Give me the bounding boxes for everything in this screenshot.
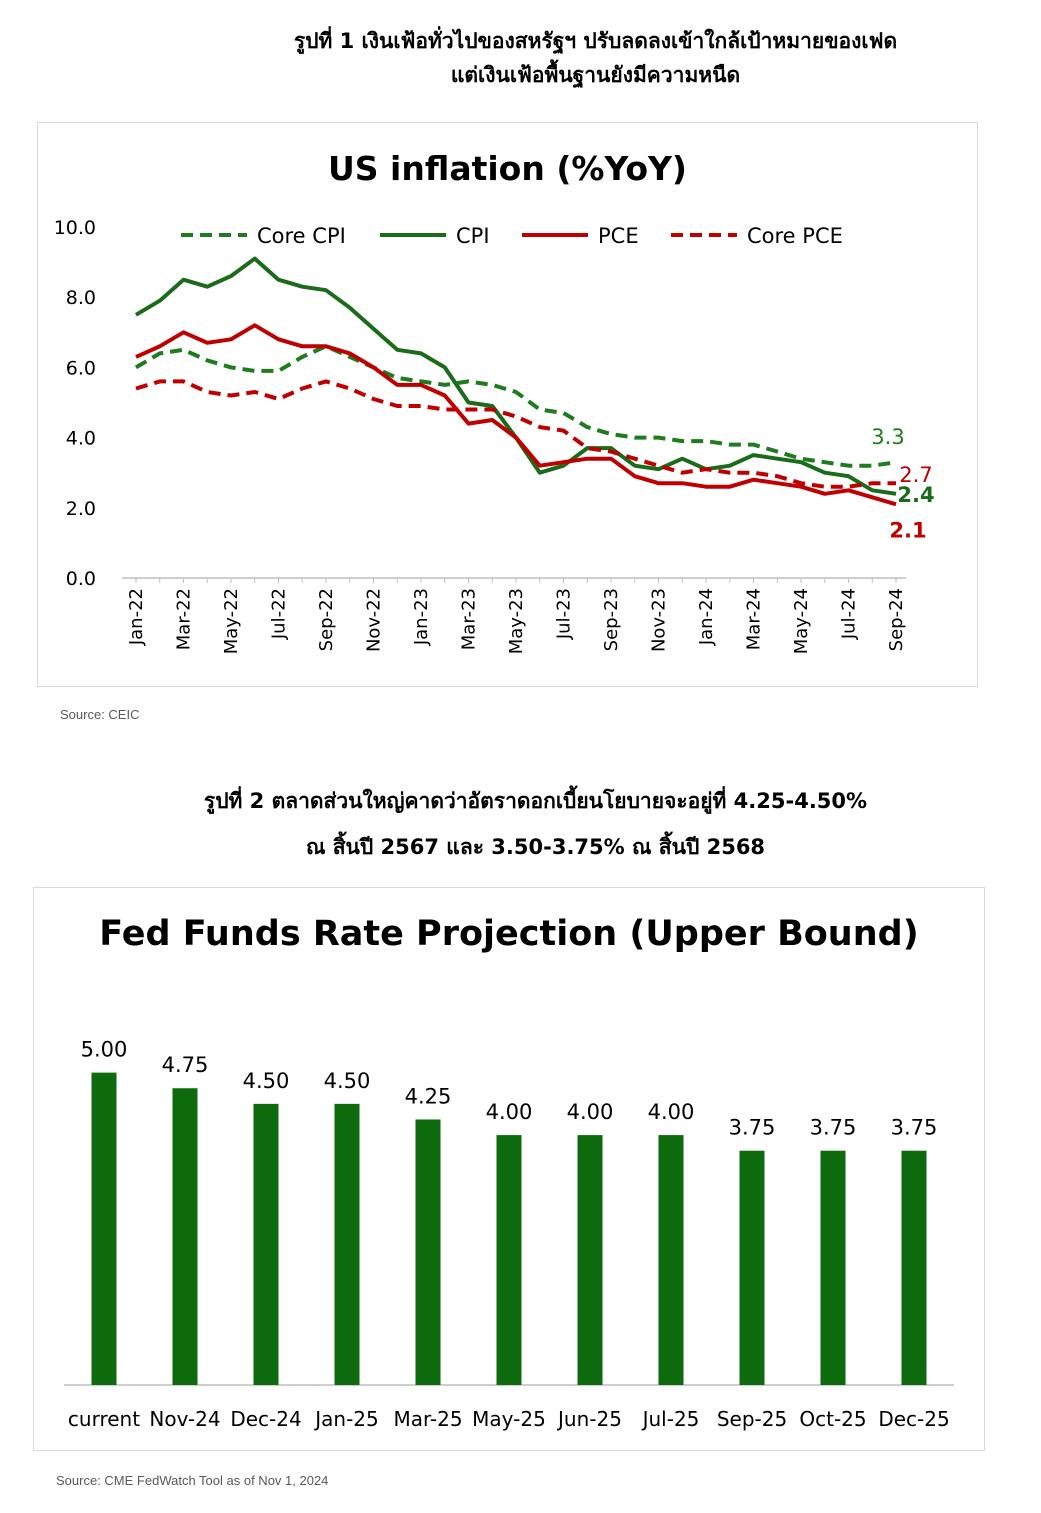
bar-dec-25 <box>901 1150 927 1385</box>
y-tick-label: 2.0 <box>66 498 96 520</box>
x-category-label: Jan-25 <box>313 1407 379 1431</box>
figure2-caption-line1: รูปที่ 2 ตลาดส่วนใหญ่คาดว่าอัตราดอกเบี้ย… <box>203 789 868 813</box>
figure2-caption-line2: ณ สิ้นปี 2567 และ 3.50-3.75% ณ สิ้นปี 25… <box>305 835 766 859</box>
bar-nov-24 <box>172 1088 198 1385</box>
bar-jan-25 <box>334 1103 360 1385</box>
fed-funds-chart-title: Fed Funds Rate Projection (Upper Bound) <box>99 914 919 954</box>
bar-dec-24 <box>253 1103 279 1385</box>
x-tick-label: Jul-23 <box>554 588 575 640</box>
figure1-caption: รูปที่ 1 เงินเฟ้อทั่วไปของสหรัฐฯ ปรับลดล… <box>0 24 1041 92</box>
bar-value-label: 3.75 <box>810 1116 857 1140</box>
y-tick-label: 10.0 <box>54 217 96 239</box>
end-label-core-pce: 2.7 <box>899 463 932 487</box>
x-category-label: Sep-25 <box>717 1407 787 1431</box>
fed-funds-bar-chart: 5.00 current 4.75 Nov-24 4.50 Dec-24 4.50 Jan-2… <box>64 1038 954 1431</box>
figure2-source: Source: CME FedWatch Tool as of Nov 1, 2… <box>56 1473 329 1488</box>
bar-may-25 <box>496 1135 522 1385</box>
x-tick-label: Nov-22 <box>364 588 385 652</box>
x-category-label: Nov-24 <box>149 1407 220 1431</box>
y-tick-label: 4.0 <box>66 428 96 450</box>
x-tick-label: May-24 <box>791 588 812 654</box>
legend-label: CPI <box>456 224 490 248</box>
figure1-caption-line2: แต่เงินเฟ้อพื้นฐานยังมีความหนืด <box>450 63 741 87</box>
figure2-caption: รูปที่ 2 ตลาดส่วนใหญ่คาดว่าอัตราดอกเบี้ย… <box>0 784 1041 864</box>
series-line-cpi <box>134 256 897 496</box>
x-tick-label: Jul-22 <box>269 588 290 640</box>
series-line-core-pce <box>135 379 896 489</box>
x-tick-label: Mar-24 <box>744 588 765 650</box>
end-label-cpi: 2.4 <box>897 483 934 507</box>
bar-value-label: 3.75 <box>891 1116 938 1140</box>
end-label-core-cpi: 3.3 <box>871 425 904 449</box>
bar-jun-25 <box>577 1135 603 1385</box>
bar-value-label: 4.50 <box>324 1069 371 1093</box>
bar-mar-25 <box>415 1119 441 1385</box>
legend-label: PCE <box>598 224 639 248</box>
bar-value-label: 4.00 <box>648 1100 695 1124</box>
bar-value-label: 4.50 <box>243 1069 290 1093</box>
y-tick-label: 0.0 <box>66 568 96 590</box>
bar-sep-25 <box>739 1150 765 1385</box>
x-tick-label: Jan-23 <box>411 588 432 646</box>
x-tick-label: May-22 <box>221 588 242 654</box>
bar-value-label: 4.25 <box>405 1084 452 1108</box>
x-category-label: current <box>68 1407 140 1431</box>
figure1-source: Source: CEIC <box>60 707 140 722</box>
x-tick-label: Sep-23 <box>601 588 622 651</box>
y-tick-label: 6.0 <box>66 357 96 379</box>
bar-oct-25 <box>820 1150 846 1385</box>
x-category-label: May-25 <box>472 1407 546 1431</box>
x-category-label: Oct-25 <box>799 1407 866 1431</box>
bar-current <box>91 1072 117 1385</box>
end-label-pce: 2.1 <box>889 518 926 542</box>
series-line-core-cpi <box>134 344 897 468</box>
inflation-line-chart: 0.0 2.0 4.0 6.0 8.0 10.0 Jan-22 Mar-22 May-22 Jul… <box>54 217 935 654</box>
bar-jul-25 <box>658 1135 684 1385</box>
x-tick-label: Mar-23 <box>459 588 480 650</box>
x-tick-label: Mar-22 <box>174 588 195 650</box>
x-tick-label: Jan-22 <box>126 588 147 646</box>
inflation-chart-title: US inflation (%YoY) <box>328 149 687 188</box>
x-category-label: Jul-25 <box>641 1407 700 1431</box>
figure1-caption-line1: รูปที่ 1 เงินเฟ้อทั่วไปของสหรัฐฯ ปรับลดล… <box>293 29 898 53</box>
legend-label: Core PCE <box>747 224 843 248</box>
legend-label: Core CPI <box>257 224 346 248</box>
x-tick-label: May-23 <box>506 588 527 654</box>
series-line-pce <box>135 323 897 507</box>
x-category-label: Dec-25 <box>878 1407 949 1431</box>
x-category-label: Dec-24 <box>230 1407 301 1431</box>
bar-value-label: 3.75 <box>729 1116 776 1140</box>
bar-value-label: 4.75 <box>162 1053 209 1077</box>
bar-value-label: 4.00 <box>567 1100 614 1124</box>
x-category-label: Mar-25 <box>393 1407 462 1431</box>
fed-funds-chart-panel: Fed Funds Rate Projection (Upper Bound) … <box>33 887 985 1451</box>
x-tick-label: Jul-24 <box>839 588 860 640</box>
x-tick-label: Jan-24 <box>696 588 717 646</box>
x-category-label: Jun-25 <box>556 1407 622 1431</box>
x-tick-label: Sep-22 <box>316 588 337 651</box>
bar-value-label: 4.00 <box>486 1100 533 1124</box>
y-tick-label: 8.0 <box>66 287 96 309</box>
x-tick-label: Sep-24 <box>886 588 907 651</box>
inflation-chart-panel: US inflation (%YoY) 0.0 2.0 4.0 6.0 8.0 10.0 J… <box>37 122 978 687</box>
bar-value-label: 5.00 <box>81 1038 128 1062</box>
x-tick-label: Nov-23 <box>649 588 670 652</box>
